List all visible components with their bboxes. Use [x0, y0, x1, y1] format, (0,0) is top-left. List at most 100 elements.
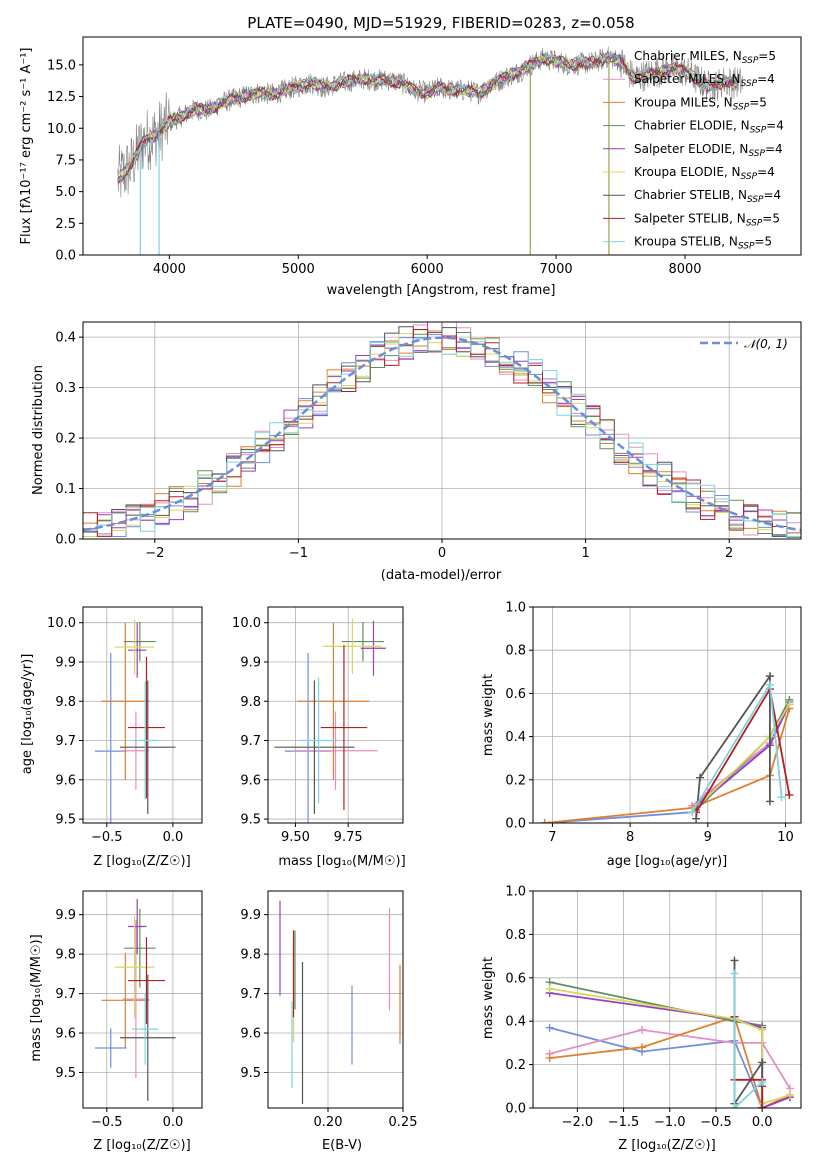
series-kroupa-stelib-marker — [730, 969, 739, 978]
errorbar-chabrier-stelib — [274, 680, 355, 814]
y-tick-label: 10.0 — [47, 122, 76, 137]
y-tick-label: 9.9 — [240, 908, 261, 923]
series-kroupa-miles-marker — [540, 819, 549, 823]
y-tick-label: 9.7 — [240, 987, 261, 1002]
errorbar-salpeter-elodie — [360, 620, 387, 676]
x-tick-label: 10 — [777, 830, 794, 845]
errorbar-chabrier-miles — [94, 652, 127, 823]
mass-vs-age-panel: mass [log₁₀(M/M☉)] 9.50 9.75 9.5 9.6 9.7 9.8 9… — [232, 606, 406, 869]
y-tick-label: 0.3 — [55, 381, 76, 396]
histogram-kroupa-stelib — [83, 338, 801, 539]
plot-area — [545, 956, 794, 1108]
series-chabrier-miles-line — [549, 1026, 764, 1108]
series-kroupa-elodie-marker — [545, 984, 554, 993]
x-tick-label: 0.25 — [389, 1115, 418, 1130]
x-tick-label: −2 — [145, 546, 164, 561]
z-weight-ylabel: mass weight — [481, 957, 496, 1039]
y-tick-label: 9.8 — [240, 695, 261, 710]
y-tick-label: 0.0 — [505, 1102, 526, 1117]
series-chabrier-miles — [545, 1023, 767, 1108]
ebv-mass-xlabel: E(B-V) — [322, 1138, 362, 1153]
y-tick-label: 9.7 — [55, 734, 76, 749]
x-tick-label: −1.0 — [654, 1115, 686, 1130]
spectrum-title: PLATE=0490, MJD=51929, FIBERID=0283, z=0… — [247, 14, 634, 32]
axes-frame — [267, 890, 404, 1109]
axes-frame — [82, 890, 203, 1109]
z-mass-xlabel: Z [log₁₀(Z/Z☉)] — [93, 1138, 190, 1153]
model-spectrum-kroupa-stelib — [117, 50, 737, 182]
y-tick-label: 0.2 — [505, 773, 526, 788]
legend-label-chabrier-elodie: Chabrier ELODIE, NSSP=4 — [634, 119, 784, 136]
x-tick-label: 0.0 — [752, 1115, 773, 1130]
errorbar-kroupa-elodie — [114, 915, 155, 1019]
x-tick-label: −0.5 — [91, 1115, 123, 1130]
errorbar-salpeter-stelib — [127, 937, 165, 1024]
series-chabrier-stelib-marker — [758, 1058, 767, 1067]
y-tick-label: 9.5 — [240, 1066, 261, 1081]
x-tick-label: 9.50 — [281, 830, 310, 845]
plot-area — [94, 898, 176, 1101]
series-salpeter-stelib-marker — [785, 790, 794, 799]
errorbar-chabrier-elodie — [123, 908, 156, 988]
y-tick-label: 12.5 — [47, 90, 76, 105]
series-kroupa-miles-marker — [638, 1043, 647, 1052]
x-tick-label: 9 — [704, 830, 712, 845]
y-tick-label: 0.4 — [505, 1015, 526, 1030]
series-chabrier-miles-marker — [545, 1023, 554, 1032]
model-spectrum-salpeter-stelib — [117, 52, 737, 184]
errorbar-kroupa-miles — [101, 952, 150, 1048]
x-tick-label: 6000 — [411, 262, 444, 277]
x-tick-label: 4000 — [153, 262, 186, 277]
x-tick-label: −0.5 — [91, 830, 123, 845]
x-tick-label: 1 — [581, 546, 589, 561]
z-vs-age-panel: Z [log₁₀(Z/Z☉)] age [log₁₀(age/yr)] −0.5… — [20, 606, 203, 869]
x-tick-label: 0.0 — [163, 1115, 184, 1130]
y-tick-label: 9.5 — [55, 1066, 76, 1081]
plot-area — [279, 900, 401, 1105]
axes-frame — [82, 36, 802, 256]
errorbar-kroupa-stelib — [131, 681, 159, 800]
errorbar-salpeter-stelib — [127, 656, 165, 799]
y-tick-label: 15.0 — [47, 58, 76, 73]
x-tick-label: 8 — [626, 830, 634, 845]
y-tick-label: 9.9 — [55, 908, 76, 923]
series-chabrier-stelib — [730, 956, 767, 1108]
histogram-ylabel: Normed distribution — [31, 365, 46, 495]
y-tick-label: 0.4 — [505, 730, 526, 745]
x-tick-label: −2.0 — [562, 1115, 594, 1130]
legend-label-salpeter-elodie: Salpeter ELODIE, NSSP=4 — [634, 142, 783, 159]
errorbar-kroupa-miles — [297, 622, 370, 780]
series-chabrier-miles-line — [544, 701, 791, 823]
ebv-vs-mass-panel: E(B-V) 0.20 0.25 9.5 9.6 9.7 9.8 9.9 — [240, 890, 418, 1153]
y-tick-label: 9.7 — [240, 734, 261, 749]
series-kroupa-elodie-marker — [785, 1090, 794, 1099]
series-kroupa-stelib-marker — [777, 793, 786, 802]
age-vs-weight-panel: age [log₁₀(age/yr)] mass weight 7 8 9 10 0.0… — [481, 601, 802, 869]
series-chabrier-stelib — [692, 672, 774, 823]
age-weight-ylabel: mass weight — [481, 674, 496, 756]
residual-histogram-panel: (data-model)/error Normed distribution −… — [31, 321, 802, 583]
errorbar-kroupa-elodie — [114, 619, 155, 675]
series-chabrier-stelib-line — [695, 673, 771, 819]
series-kroupa-stelib-marker — [765, 680, 774, 689]
series-chabrier-miles — [540, 698, 794, 823]
y-tick-label: 7.5 — [55, 153, 76, 168]
z-weight-xlabel: Z [log₁₀(Z/Z☉)] — [618, 1138, 715, 1153]
y-tick-label: 0.2 — [505, 1058, 526, 1073]
y-tick-label: 9.8 — [55, 695, 76, 710]
axes-frame — [82, 321, 802, 540]
series-chabrier-stelib-marker — [730, 956, 739, 965]
errorbar-chabrier-stelib — [120, 974, 176, 1101]
y-tick-label: 9.6 — [240, 1027, 261, 1042]
series-chabrier-stelib-marker — [765, 672, 774, 681]
y-tick-label: 2.5 — [55, 217, 76, 232]
y-tick-label: 0.1 — [55, 482, 76, 497]
series-salpeter-miles-marker — [638, 1025, 647, 1034]
spectrum-panel: PLATE=0490, MJD=51929, FIBERID=0283, z=0… — [19, 14, 802, 298]
y-tick-label: 9.6 — [55, 1027, 76, 1042]
axes-frame — [82, 606, 203, 824]
plot-area — [540, 672, 794, 823]
errorbar-salpeter-elodie — [127, 898, 147, 955]
axes-frame — [532, 890, 802, 1109]
